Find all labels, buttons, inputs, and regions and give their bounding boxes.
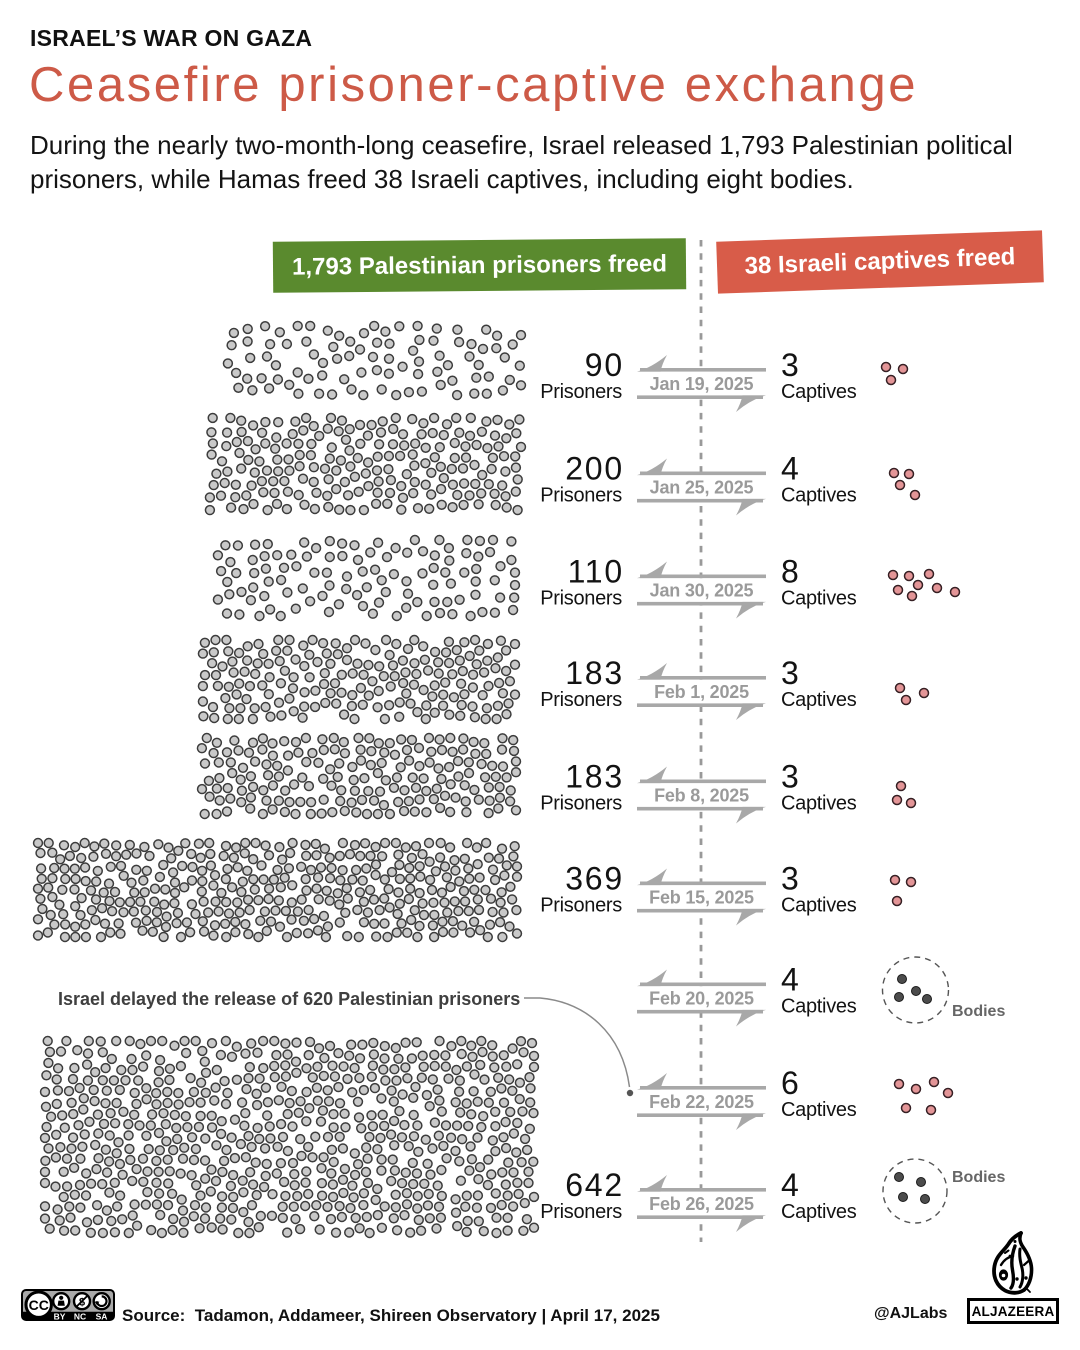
svg-text:Captives: Captives [781,793,857,815]
svg-text:3: 3 [781,347,801,383]
svg-text:Captives: Captives [781,1099,857,1121]
svg-text:Captives: Captives [781,381,857,403]
svg-text:6: 6 [781,1065,801,1101]
svg-text:183: 183 [565,655,624,691]
svg-text:369: 369 [565,861,624,897]
svg-text:Jan 25, 2025: Jan 25, 2025 [650,478,754,498]
svg-text:Feb 15, 2025: Feb 15, 2025 [649,888,754,908]
svg-text:200: 200 [565,451,624,487]
svg-text:CC: CC [29,1297,49,1313]
svg-text:4: 4 [781,451,801,487]
svg-text:Prisoners: Prisoners [540,381,622,403]
svg-text:BY: BY [54,1311,66,1321]
svg-text:Feb 26, 2025: Feb 26, 2025 [649,1194,754,1214]
svg-text:3: 3 [781,861,801,897]
svg-text:Prisoners: Prisoners [540,588,622,610]
svg-text:Captives: Captives [781,996,857,1018]
svg-text:Prisoners: Prisoners [540,793,622,815]
svg-text:Prisoners: Prisoners [540,895,622,917]
svg-text:Jan 30, 2025: Jan 30, 2025 [650,581,754,601]
svg-text:Jan 19, 2025: Jan 19, 2025 [650,374,754,394]
svg-text:Feb 22, 2025: Feb 22, 2025 [649,1092,754,1112]
svg-text:Prisoners: Prisoners [540,485,622,507]
svg-text:SA: SA [96,1311,108,1321]
svg-text:110: 110 [568,554,624,590]
svg-text:Captives: Captives [781,1201,857,1223]
svg-text:Feb 20, 2025: Feb 20, 2025 [649,989,754,1009]
svg-text:Feb 8, 2025: Feb 8, 2025 [654,786,749,806]
svg-text:Captives: Captives [781,689,857,711]
svg-text:Captives: Captives [781,895,857,917]
svg-text:4: 4 [781,962,801,998]
svg-text:183: 183 [565,759,624,795]
svg-text:3: 3 [781,655,801,691]
svg-text:8: 8 [781,554,801,590]
svg-text:90: 90 [585,347,624,383]
svg-text:642: 642 [565,1167,624,1203]
svg-text:Israel delayed the release of: Israel delayed the release of 620 Palest… [58,989,520,1009]
svg-text:Captives: Captives [781,485,857,507]
svg-text:NC: NC [74,1311,86,1321]
svg-text:Feb 1, 2025: Feb 1, 2025 [654,682,749,702]
svg-text:Bodies: Bodies [952,1003,1005,1020]
svg-text:Bodies: Bodies [952,1169,1005,1186]
svg-text:3: 3 [781,759,801,795]
svg-text:Captives: Captives [781,588,857,610]
svg-text:4: 4 [781,1167,801,1203]
svg-text:Prisoners: Prisoners [540,689,622,711]
svg-text:Prisoners: Prisoners [540,1201,622,1223]
